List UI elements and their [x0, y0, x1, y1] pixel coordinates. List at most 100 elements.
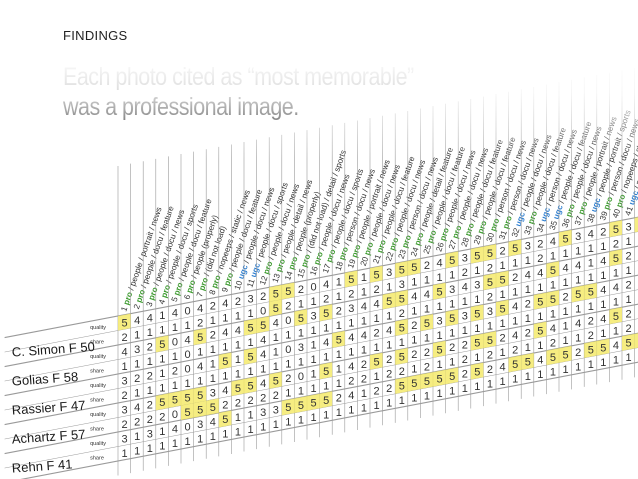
share-value: 2: [399, 366, 405, 378]
share-value: 2: [512, 345, 518, 357]
quality-value: 4: [374, 298, 380, 310]
quality-value: 5: [563, 350, 569, 362]
quality-value: 5: [399, 294, 405, 306]
quality-value: 1: [235, 412, 241, 424]
quality-value: 4: [600, 313, 606, 325]
quality-value: 4: [550, 323, 556, 335]
quality-value: 0: [185, 305, 191, 317]
highlight-cell: [546, 348, 559, 366]
share-value: 2: [348, 289, 354, 301]
highlight-cell: [584, 341, 597, 358]
share-value: 1: [210, 344, 216, 356]
highlight-cell: [395, 376, 408, 394]
quality-value: 5: [172, 395, 178, 407]
quality-value: 5: [273, 376, 279, 388]
quality-value: 4: [512, 301, 518, 313]
share-value: 5: [197, 404, 203, 416]
share-value: 1: [374, 342, 380, 354]
quality-value: 5: [248, 351, 254, 363]
share-value: 1: [374, 371, 380, 383]
column-number: 42: [636, 201, 638, 215]
section-label: FINDINGS: [63, 28, 128, 43]
share-value: 1: [449, 386, 455, 398]
quality-value: 5: [285, 402, 291, 414]
quality-value: 5: [588, 287, 594, 299]
highlight-cell: [571, 285, 585, 303]
share-value: 1: [260, 363, 266, 375]
share-value: 1: [437, 388, 443, 400]
quality-value: 5: [626, 338, 632, 350]
quality-value: 3: [487, 306, 493, 318]
quality-value: 5: [323, 366, 329, 378]
quality-value: 4: [260, 349, 266, 361]
share-value: 1: [537, 369, 543, 381]
quality-value: 5: [311, 397, 317, 409]
column-number: 6: [182, 291, 193, 300]
share-value: 1: [298, 385, 304, 397]
column-number: 7: [195, 289, 206, 298]
share-value: 2: [424, 361, 430, 373]
quality-value: 1: [311, 368, 317, 380]
quality-value: 5: [588, 345, 594, 357]
share-value: 2: [361, 373, 367, 385]
column-number: 17: [321, 261, 333, 275]
share-value: 2: [122, 332, 128, 344]
quality-value: 5: [222, 414, 228, 426]
quality-value: 0: [311, 281, 317, 293]
highlight-cell: [483, 273, 496, 291]
share-value: 1: [222, 429, 228, 441]
quality-value: 0: [285, 344, 291, 356]
share-value: 2: [537, 253, 543, 265]
quality-value: 5: [437, 373, 443, 385]
quality-value: 5: [500, 274, 506, 286]
share-value: 1: [248, 308, 254, 320]
quality-value: 0: [185, 363, 191, 375]
quality-value: 5: [411, 378, 417, 390]
share-value: 1: [348, 347, 354, 359]
share-value: 1: [563, 277, 569, 289]
highlight-cell: [319, 391, 333, 409]
share-value: 1: [462, 383, 468, 395]
share-value: 1: [525, 313, 531, 325]
quality-value: 5: [474, 366, 480, 378]
quality-value: 5: [159, 397, 165, 409]
quality-value: 5: [185, 392, 191, 404]
share-value: 1: [563, 248, 569, 260]
share-value: 2: [386, 369, 392, 381]
grid-row-line: [4, 332, 638, 455]
quality-value: 2: [500, 245, 506, 257]
quality-value: 5: [613, 311, 619, 323]
quality-value: 1: [159, 368, 165, 380]
share-value: 1: [588, 272, 594, 284]
highlight-cell: [420, 314, 433, 332]
share-value: 1: [311, 296, 317, 308]
quality-value: 2: [374, 385, 380, 397]
column-header: 42 pro / people / portrait / sports: [636, 101, 638, 215]
column-number: 15: [296, 265, 308, 279]
highlight-cell: [596, 338, 610, 356]
quality-value: 1: [588, 258, 594, 270]
column-number: 29: [472, 232, 484, 246]
quality-value: 5: [248, 380, 254, 392]
share-value: 1: [613, 354, 619, 366]
quality-value: 1: [563, 321, 569, 333]
column-number: 23: [397, 246, 409, 260]
quality-value: 5: [537, 325, 543, 337]
quality-value: 5: [550, 294, 556, 306]
quality-value: 4: [197, 303, 203, 315]
quality-value: 4: [437, 257, 443, 269]
quality-value: 2: [172, 366, 178, 378]
highlight-cell: [470, 246, 484, 264]
highlight-cell: [445, 309, 459, 327]
highlight-cell: [483, 331, 496, 349]
highlight-cell: [294, 309, 307, 326]
highlight-cell: [244, 376, 257, 394]
share-value: 1: [462, 325, 468, 337]
share-value: 1: [172, 380, 178, 392]
quality-value: 5: [235, 383, 241, 395]
highlight-cell: [319, 362, 333, 380]
share-value: 1: [575, 275, 581, 287]
share-value: 1: [424, 332, 430, 344]
share-value: 1: [185, 320, 191, 332]
quality-value: 5: [474, 308, 480, 320]
